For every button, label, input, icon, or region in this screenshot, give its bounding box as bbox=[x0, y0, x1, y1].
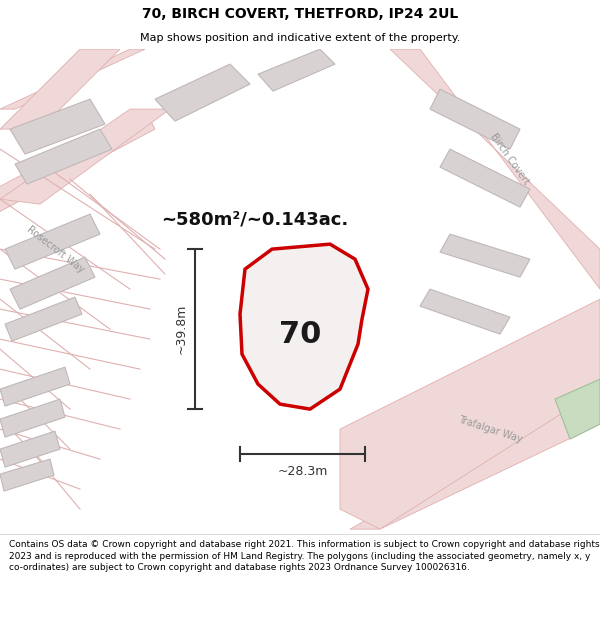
Text: ~580m²/~0.143ac.: ~580m²/~0.143ac. bbox=[161, 210, 349, 228]
Polygon shape bbox=[0, 109, 170, 204]
Polygon shape bbox=[10, 257, 95, 309]
Polygon shape bbox=[420, 289, 510, 334]
Polygon shape bbox=[440, 149, 530, 207]
Polygon shape bbox=[0, 431, 60, 467]
Polygon shape bbox=[0, 367, 70, 406]
Polygon shape bbox=[0, 49, 145, 109]
Polygon shape bbox=[390, 49, 600, 289]
Polygon shape bbox=[0, 109, 155, 214]
Text: ~28.3m: ~28.3m bbox=[277, 464, 328, 478]
Text: 70, BIRCH COVERT, THETFORD, IP24 2UL: 70, BIRCH COVERT, THETFORD, IP24 2UL bbox=[142, 7, 458, 21]
Polygon shape bbox=[240, 244, 368, 409]
Polygon shape bbox=[0, 399, 65, 437]
Polygon shape bbox=[350, 389, 600, 529]
Polygon shape bbox=[430, 89, 520, 149]
Polygon shape bbox=[15, 129, 112, 184]
Text: Trafalgar Way: Trafalgar Way bbox=[457, 414, 523, 444]
Text: Map shows position and indicative extent of the property.: Map shows position and indicative extent… bbox=[140, 33, 460, 43]
Polygon shape bbox=[5, 214, 100, 269]
Text: ~39.8m: ~39.8m bbox=[175, 304, 187, 354]
Text: 70: 70 bbox=[279, 319, 321, 349]
Polygon shape bbox=[0, 49, 120, 129]
Polygon shape bbox=[340, 299, 600, 529]
Polygon shape bbox=[440, 234, 530, 277]
Text: Contains OS data © Crown copyright and database right 2021. This information is : Contains OS data © Crown copyright and d… bbox=[9, 540, 599, 572]
Polygon shape bbox=[10, 99, 105, 154]
Text: Birch Covert: Birch Covert bbox=[488, 132, 532, 187]
Polygon shape bbox=[155, 64, 250, 121]
Polygon shape bbox=[555, 379, 600, 439]
Polygon shape bbox=[258, 49, 335, 91]
Text: Rosecroft Way: Rosecroft Way bbox=[25, 224, 85, 274]
Polygon shape bbox=[0, 459, 54, 491]
Polygon shape bbox=[5, 297, 82, 341]
